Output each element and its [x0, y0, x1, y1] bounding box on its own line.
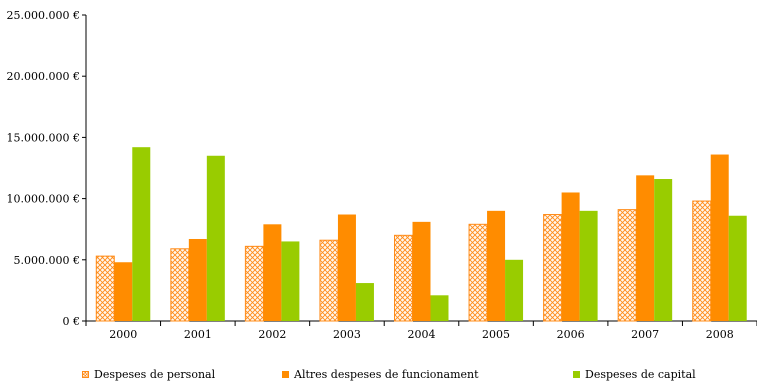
bars	[95, 147, 747, 322]
x-tick-label: 2001	[184, 328, 212, 341]
bar-altres-despeses-de-funcionament-2005	[487, 210, 506, 321]
legend-item-capital: Despeses de capital	[573, 368, 696, 381]
bar-despeses-de-capital-2001	[206, 155, 225, 321]
y-tick-label: 25.000.000 €	[7, 9, 80, 22]
y-tick-label: 0 €	[63, 315, 81, 328]
bar-despeses-de-personal-2007	[617, 209, 637, 322]
legend-item-personal: Despeses de personal	[82, 368, 215, 381]
bar-despeses-de-capital-2008	[728, 215, 747, 321]
x-tick-label: 2002	[258, 328, 286, 341]
bar-altres-despeses-de-funcionament-2004	[412, 221, 431, 321]
x-tick-label: 2000	[109, 328, 137, 341]
bar-altres-despeses-de-funcionament-2001	[188, 238, 207, 321]
bar-despeses-de-capital-2004	[430, 295, 449, 321]
y-axis: 0 € 5.000.000 € 10.000.000 € 15.000.000 € 20…	[7, 9, 87, 328]
y-tick-label: 15.000.000 €	[7, 131, 80, 144]
bar-despeses-de-personal-2004	[394, 234, 413, 322]
legend-swatch-capital	[573, 371, 580, 378]
legend: Despeses de personal Altres despeses de …	[0, 368, 757, 384]
bar-despeses-de-personal-2000	[95, 255, 115, 322]
x-tick-label: 2003	[333, 328, 361, 341]
x-tick-label: 2004	[408, 328, 436, 341]
bar-despeses-de-capital-2002	[281, 241, 300, 321]
bar-despeses-de-personal-2006	[543, 214, 563, 322]
bar-despeses-de-capital-2003	[355, 283, 374, 321]
bar-altres-despeses-de-funcionament-2007	[636, 175, 655, 321]
legend-item-funcionament: Altres despeses de funcionament	[282, 368, 479, 381]
legend-label-capital: Despeses de capital	[585, 368, 696, 381]
x-tick-label: 2005	[482, 328, 510, 341]
bar-despeses-de-personal-2008	[692, 200, 712, 322]
bar-despeses-de-personal-2002	[244, 245, 264, 322]
bar-despeses-de-capital-2005	[505, 259, 524, 321]
bar-altres-despeses-de-funcionament-2000	[114, 262, 133, 321]
y-tick-label: 5.000.000 €	[14, 254, 80, 267]
bar-despeses-de-capital-2006	[579, 210, 598, 321]
x-axis: 2000 2001 2002 2003 2004 2005 2006 2007 2008	[85, 320, 757, 341]
legend-label-funcionament: Altres despeses de funcionament	[294, 368, 479, 381]
x-tick-label: 2008	[706, 328, 734, 341]
legend-label-personal: Despeses de personal	[94, 368, 216, 381]
legend-swatch-funcionament	[282, 371, 289, 378]
y-tick-label: 20.000.000 €	[7, 70, 80, 83]
bar-despeses-de-capital-2007	[654, 179, 673, 321]
bar-despeses-de-personal-2003	[319, 239, 339, 322]
bar-altres-despeses-de-funcionament-2008	[710, 154, 729, 321]
x-tick-label: 2007	[631, 328, 659, 341]
bar-altres-despeses-de-funcionament-2003	[337, 214, 356, 321]
bar-altres-despeses-de-funcionament-2006	[561, 192, 580, 321]
bar-despeses-de-personal-2005	[468, 223, 488, 322]
legend-swatch-personal	[82, 371, 89, 378]
x-tick-label: 2006	[557, 328, 585, 341]
y-tick-label: 10.000.000 €	[7, 193, 80, 206]
bar-despeses-de-capital-2000	[132, 147, 151, 321]
bar-despeses-de-personal-2001	[170, 248, 190, 322]
bar-altres-despeses-de-funcionament-2002	[263, 224, 282, 321]
